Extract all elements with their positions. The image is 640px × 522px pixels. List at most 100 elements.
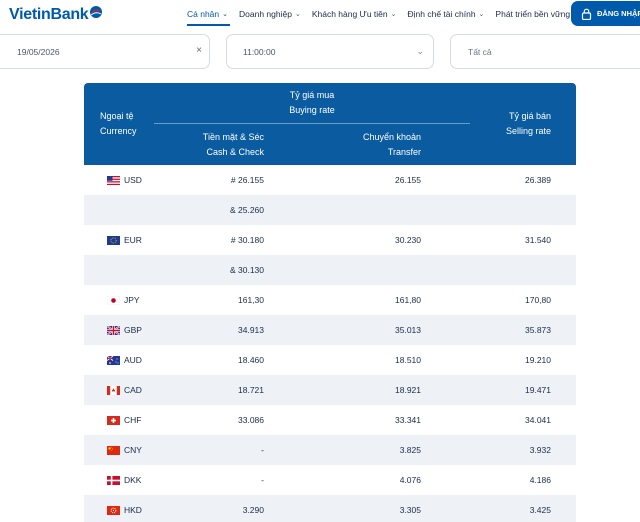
chevron-down-icon: ⌄ — [294, 11, 301, 18]
header-cash-vi: Tiền mặt & Séc — [202, 132, 264, 142]
currency-filter-input[interactable]: Tất cả — [450, 34, 640, 69]
nav-item-label: Doanh nghiệp — [239, 9, 292, 19]
selling-rate: 35.873 — [525, 325, 551, 335]
ch-flag-icon — [107, 416, 120, 425]
currency-code: GBP — [124, 325, 142, 335]
currency-code: EUR — [124, 235, 142, 245]
currency-code: USD — [124, 175, 142, 185]
cash-rate: 161,30 — [238, 295, 264, 305]
time-value: 11:00:00 — [243, 46, 276, 57]
table-row: CAD 18.721 18.921 19.471 — [84, 375, 576, 405]
table-row: CNY - 3.825 3.932 — [84, 435, 576, 465]
transfer-rate: 18.921 — [395, 385, 421, 395]
us-flag-icon — [107, 176, 120, 185]
table-row: & 25.260 — [84, 195, 576, 225]
cash-rate: - — [261, 445, 264, 455]
currency-code: AUD — [124, 355, 142, 365]
chevron-down-icon: ⌄ — [222, 11, 229, 18]
cn-flag-icon — [107, 446, 120, 455]
cash-rate: 34.913 — [238, 325, 264, 335]
table-row: HKD 3.290 3.305 3.425 — [84, 495, 576, 522]
currency-code: CHF — [124, 415, 142, 425]
transfer-rate: 3.305 — [399, 505, 421, 515]
header-transfer-vi: Chuyển khoản — [362, 132, 421, 142]
top-header: VietinBank Cá nhân ⌄ Doanh nghiệp ⌄ Khác… — [0, 0, 640, 30]
header-selling-en: Selling rate — [505, 126, 551, 136]
nav-item-label: Định chế tài chính — [407, 9, 476, 19]
cash-rate: 18.721 — [238, 385, 264, 395]
main-nav: Cá nhân ⌄ Doanh nghiệp ⌄ Khách hàng Ưu t… — [187, 9, 581, 19]
header-buying-vi: Tỷ giá mua — [289, 90, 335, 100]
cash-rate: - — [261, 475, 264, 485]
ca-flag-icon — [107, 386, 120, 395]
selling-rate: 170,80 — [525, 295, 551, 305]
currency-filter-placeholder: Tất cả — [468, 46, 492, 57]
currency-code: CNY — [124, 445, 142, 455]
transfer-rate: 3.825 — [399, 445, 421, 455]
eu-flag-icon — [107, 236, 120, 245]
table-row: & 30.130 — [84, 255, 576, 285]
header-selling-rate: Tỷ giá bán Selling rate — [474, 109, 551, 139]
nav-item-label: Khách hàng Ưu tiên — [311, 9, 388, 19]
selling-rate: 26.389 — [525, 175, 551, 185]
transfer-rate: 30.230 — [395, 235, 421, 245]
cash-rate: 3.290 — [242, 505, 264, 515]
nav-item-label: Cá nhân — [187, 9, 220, 19]
transfer-rate: 161,80 — [395, 295, 421, 305]
time-select[interactable]: 11:00:00 ⌄ — [226, 34, 434, 69]
jp-flag-icon — [107, 296, 120, 305]
cash-rate: 33.086 — [238, 415, 264, 425]
login-button[interactable]: ĐĂNG NHẬP — [571, 1, 640, 26]
nav-item-doanh-nghiep[interactable]: Doanh nghiệp ⌄ — [239, 9, 301, 19]
cash-rate: & 30.130 — [229, 265, 264, 275]
selling-rate: 4.186 — [529, 475, 551, 485]
table-row: EUR # 30.180 30.230 31.540 — [84, 225, 576, 255]
dk-flag-icon — [107, 476, 120, 485]
selling-rate: 31.540 — [525, 235, 551, 245]
brand-name: VietinBank — [9, 6, 89, 23]
header-selling-vi: Tỷ giá bán — [508, 111, 551, 121]
nav-item-dinh-che-tai-chinh[interactable]: Định chế tài chính ⌄ — [408, 9, 485, 19]
nav-item-ca-nhan[interactable]: Cá nhân ⌄ — [187, 9, 228, 19]
header-currency: Ngoại tệ Currency — [100, 109, 137, 139]
chevron-down-icon: ⌄ — [416, 46, 424, 56]
currency-code: HKD — [124, 505, 142, 515]
selling-rate: 19.210 — [525, 355, 551, 365]
header-cash: Tiền mặt & Séc Cash & Check — [154, 130, 264, 160]
date-picker-field[interactable]: 19/05/2026 × — [0, 34, 210, 69]
table-row: USD # 26.155 26.155 26.389 — [84, 165, 576, 195]
exchange-rate-table: Ngoại tệ Currency Tỷ giá mua Buying rate… — [84, 83, 576, 522]
transfer-rate: 18.510 — [395, 355, 421, 365]
selling-rate: 3.932 — [529, 445, 551, 455]
clear-icon[interactable]: × — [196, 45, 202, 56]
transfer-rate: 4.076 — [399, 475, 421, 485]
chevron-down-icon: ⌄ — [478, 11, 485, 18]
vietinbank-logo[interactable]: VietinBank — [9, 6, 103, 24]
header-currency-en: Currency — [100, 126, 137, 136]
table-row: AUD 18.460 18.510 19.210 — [84, 345, 576, 375]
login-label: ĐĂNG NHẬP — [597, 9, 640, 18]
cash-rate: # 30.180 — [230, 235, 264, 245]
nav-item-khach-hang-uu-tien[interactable]: Khách hàng Ưu tiên ⌄ — [312, 9, 397, 19]
selling-rate: 19.471 — [525, 385, 551, 395]
header-divider — [154, 123, 470, 124]
table-header: Ngoại tệ Currency Tỷ giá mua Buying rate… — [84, 83, 576, 165]
lock-icon — [581, 8, 592, 20]
header-buying-rate: Tỷ giá mua Buying rate — [154, 88, 470, 118]
transfer-rate: 35.013 — [395, 325, 421, 335]
table-row: JPY 161,30 161,80 170,80 — [84, 285, 576, 315]
cash-rate: 18.460 — [238, 355, 264, 365]
hk-flag-icon — [107, 506, 120, 515]
table-body: USD # 26.155 26.155 26.389 & 25.260 EUR # 30.1… — [84, 165, 576, 522]
selling-rate: 3.425 — [529, 505, 551, 515]
header-currency-vi: Ngoại tệ — [100, 111, 134, 121]
active-nav-underline — [187, 24, 230, 26]
nav-item-label: Phát triển bền vững — [495, 9, 571, 19]
nav-item-phat-trien-ben-vung[interactable]: Phát triển bền vững — [495, 9, 570, 19]
transfer-rate: 26.155 — [395, 175, 421, 185]
gb-flag-icon — [107, 326, 120, 335]
header-buying-en: Buying rate — [289, 105, 335, 115]
currency-code: DKK — [124, 475, 142, 485]
currency-code: JPY — [124, 295, 140, 305]
selling-rate: 34.041 — [525, 415, 551, 425]
